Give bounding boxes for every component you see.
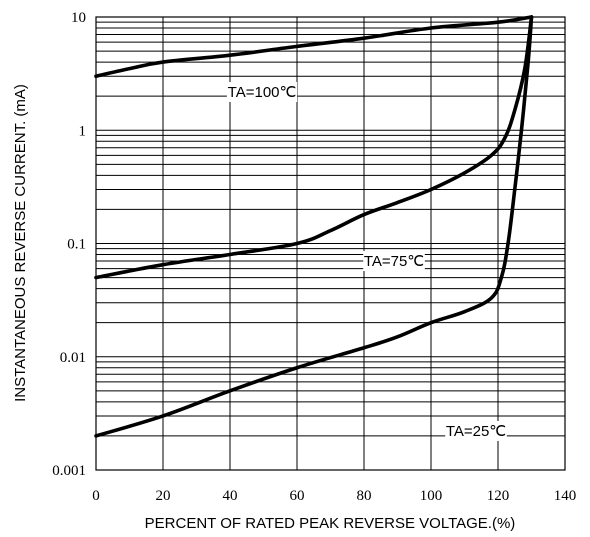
series-line-0	[94, 15, 534, 79]
series-label-1: TA=75℃	[364, 253, 424, 270]
x-tick-label: 120	[487, 488, 510, 504]
y-tick-labels: 0.001 0.01 0.1 1 10	[52, 10, 86, 479]
series-label-bg	[363, 251, 425, 271]
series-line-2	[94, 15, 534, 438]
x-tick-label: 20	[156, 488, 171, 504]
y-tick-label: 10	[71, 10, 86, 26]
x-tick-label: 140	[554, 488, 577, 504]
series-label-bg	[445, 421, 507, 441]
x-tick-labels: 0 20 40 60 80 100 120 140	[92, 488, 576, 504]
x-tick-label: 0	[92, 488, 100, 504]
plot-frame	[95, 16, 566, 471]
y-tick-label: 1	[79, 123, 87, 139]
x-tick-label: 40	[223, 488, 238, 504]
x-tick-label: 60	[290, 488, 305, 504]
grid-lines	[95, 17, 566, 471]
series-labels: TA=100℃ TA=75℃ TA=25℃	[226, 82, 507, 441]
series-line-1	[94, 15, 534, 280]
y-tick-label: 0.001	[52, 463, 86, 479]
y-tick-label: 0.01	[60, 350, 86, 366]
series-label-0: TA=100℃	[228, 84, 297, 101]
x-tick-label: 100	[420, 488, 443, 504]
series-label-bg	[226, 82, 298, 102]
y-axis-label: INSTANTANEOUS REVERSE CURRENT. (mA)	[12, 84, 29, 402]
curves	[94, 15, 534, 438]
x-tick-label: 80	[357, 488, 372, 504]
series-label-2: TA=25℃	[446, 423, 506, 440]
y-tick-label: 0.1	[67, 237, 86, 253]
x-axis-label: PERCENT OF RATED PEAK REVERSE VOLTAGE.(%…	[145, 515, 516, 532]
